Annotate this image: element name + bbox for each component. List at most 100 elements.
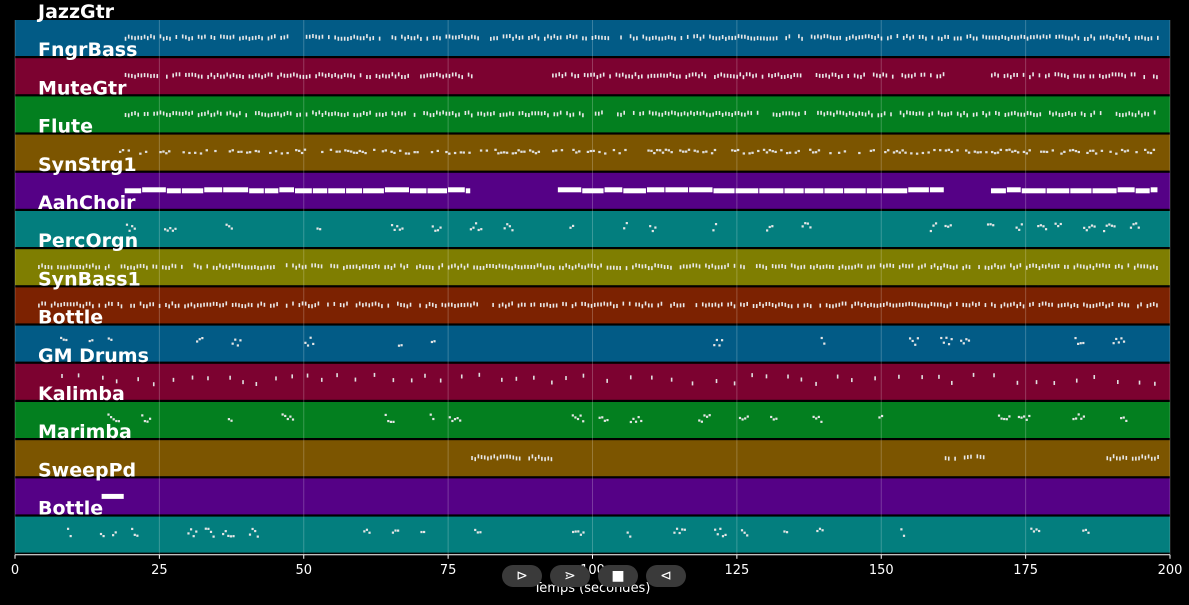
note <box>929 229 932 233</box>
note <box>110 338 113 341</box>
note <box>531 454 534 459</box>
note <box>57 303 59 308</box>
note <box>299 112 302 117</box>
note <box>658 112 660 117</box>
note <box>238 263 240 268</box>
note <box>204 187 223 193</box>
note <box>629 375 632 380</box>
note <box>495 265 498 270</box>
note <box>972 372 975 377</box>
note <box>1005 418 1008 421</box>
note <box>85 301 88 306</box>
note <box>1075 378 1078 383</box>
note <box>1125 455 1128 460</box>
note <box>1150 187 1158 193</box>
note <box>891 74 894 79</box>
note <box>1048 263 1050 268</box>
note <box>932 224 935 227</box>
note <box>704 74 707 79</box>
note <box>742 152 746 155</box>
note <box>740 112 743 117</box>
note <box>293 72 295 77</box>
note <box>988 35 991 40</box>
note <box>263 265 266 270</box>
note <box>844 188 866 194</box>
note <box>514 264 517 269</box>
note <box>953 36 956 41</box>
note <box>623 110 625 115</box>
note <box>964 149 968 152</box>
note <box>681 528 684 531</box>
note <box>420 74 422 79</box>
note <box>547 34 549 39</box>
note <box>1055 111 1057 116</box>
note <box>1044 301 1047 306</box>
note <box>470 34 473 39</box>
note <box>817 149 821 152</box>
track-label: PercOrgn <box>38 230 138 252</box>
note <box>747 110 749 115</box>
note <box>188 36 190 41</box>
note <box>1106 34 1108 39</box>
note <box>1013 72 1015 77</box>
note <box>671 35 673 40</box>
note <box>468 151 471 154</box>
note <box>638 263 641 268</box>
note <box>963 110 965 115</box>
note <box>1019 263 1022 268</box>
note <box>244 265 247 270</box>
note <box>270 35 273 40</box>
note <box>709 113 711 118</box>
note <box>855 36 857 41</box>
play-forward-button[interactable]: ⊳ <box>502 565 542 587</box>
note <box>647 303 650 308</box>
note <box>537 150 541 153</box>
note <box>815 417 818 420</box>
note <box>286 151 289 155</box>
note <box>768 301 771 306</box>
note <box>587 263 590 268</box>
note <box>861 111 864 116</box>
note <box>864 34 867 39</box>
note <box>750 111 753 116</box>
play-backward-button[interactable]: ⊲ <box>646 565 686 587</box>
note <box>210 35 213 40</box>
note <box>1015 226 1018 229</box>
note <box>928 112 930 117</box>
note <box>720 302 723 307</box>
note <box>799 73 802 78</box>
next-button[interactable]: ⋗ <box>550 565 590 587</box>
note <box>656 73 659 78</box>
note <box>920 72 923 77</box>
note <box>60 336 63 340</box>
note <box>626 531 629 534</box>
note <box>562 301 564 306</box>
note <box>493 111 495 116</box>
note <box>393 263 396 268</box>
note <box>806 302 809 307</box>
note <box>804 222 807 225</box>
note <box>825 73 827 78</box>
note <box>582 113 584 118</box>
note <box>303 148 307 151</box>
note <box>331 74 333 79</box>
note <box>960 113 962 118</box>
stop-button[interactable]: ■ <box>598 565 638 587</box>
note <box>128 229 131 232</box>
note <box>362 264 364 269</box>
note <box>635 263 637 268</box>
tick-label: 125 <box>724 563 749 578</box>
note <box>574 416 577 419</box>
note <box>315 34 317 39</box>
note <box>1115 111 1118 116</box>
note <box>678 531 681 535</box>
note <box>104 266 107 271</box>
note <box>634 420 638 423</box>
note <box>377 264 380 269</box>
note <box>387 264 390 269</box>
note <box>651 229 654 233</box>
note <box>628 74 630 79</box>
note <box>973 150 977 153</box>
note <box>644 301 647 306</box>
note <box>1122 416 1125 419</box>
